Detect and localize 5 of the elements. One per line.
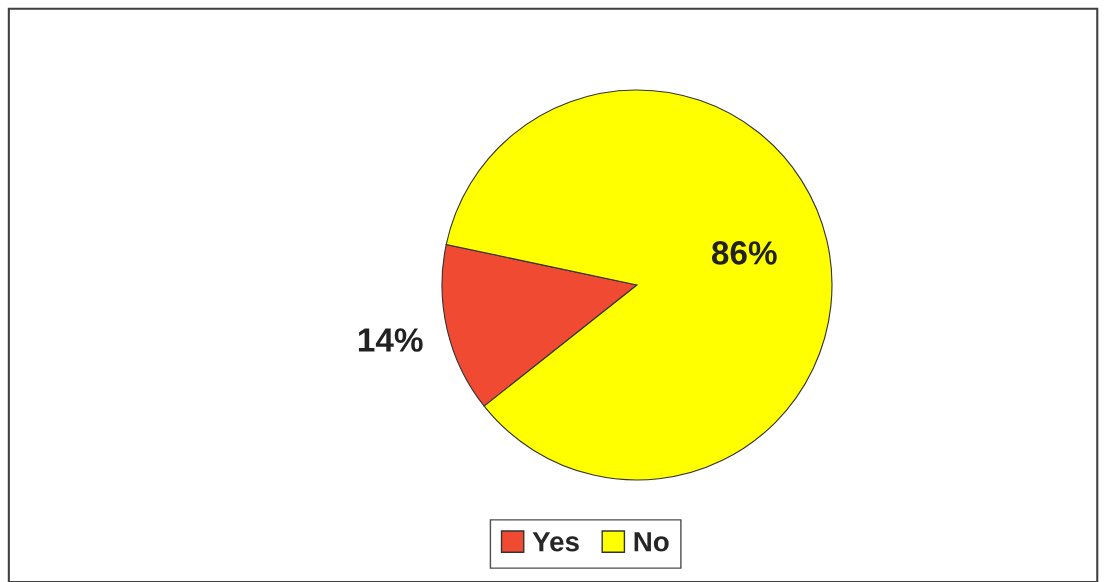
legend-label: No — [634, 532, 669, 552]
data-label: 14% — [358, 328, 423, 352]
pie-slice — [445, 89, 833, 481]
legend-label: Yes — [532, 532, 579, 552]
data-label: 86% — [711, 241, 777, 265]
